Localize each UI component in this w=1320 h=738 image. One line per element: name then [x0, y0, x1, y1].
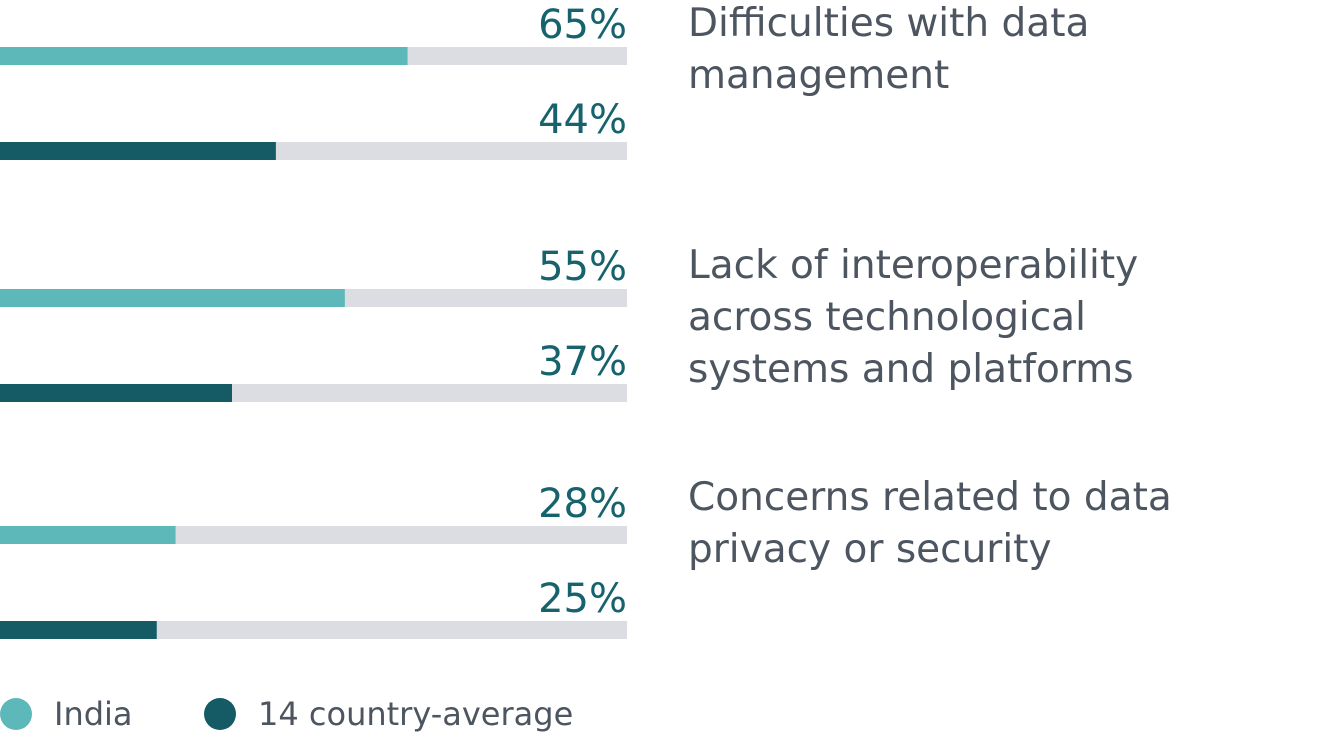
legend-swatch-average — [204, 698, 236, 730]
bar-interoperability-average — [0, 384, 232, 402]
value-label-data-management-india: 65% — [538, 2, 627, 48]
category-label-interoperability: Lack of interoperability across technolo… — [688, 243, 1139, 392]
bar-data-management-india — [0, 47, 408, 65]
bar-data-management-average — [0, 142, 276, 160]
bar-privacy-security-average — [0, 621, 157, 639]
legend-label-average: 14 country-average — [258, 695, 574, 733]
legend-label-india: India — [54, 695, 133, 733]
value-label-data-management-average: 44% — [538, 97, 627, 143]
value-label-interoperability-india: 55% — [538, 244, 627, 290]
category-label-data-management: Difficulties with data management — [688, 1, 1090, 98]
legend-swatch-india — [0, 698, 32, 730]
value-label-privacy-security-india: 28% — [538, 481, 627, 527]
bar-interoperability-india — [0, 289, 345, 307]
legend-item-india: India — [0, 694, 133, 734]
value-label-privacy-security-average: 25% — [538, 576, 627, 622]
bar-privacy-security-india — [0, 526, 176, 544]
legend-item-average: 14 country-average — [204, 694, 573, 734]
value-label-interoperability-average: 37% — [538, 339, 627, 385]
category-label-privacy-security: Concerns related to data privacy or secu… — [688, 475, 1172, 572]
